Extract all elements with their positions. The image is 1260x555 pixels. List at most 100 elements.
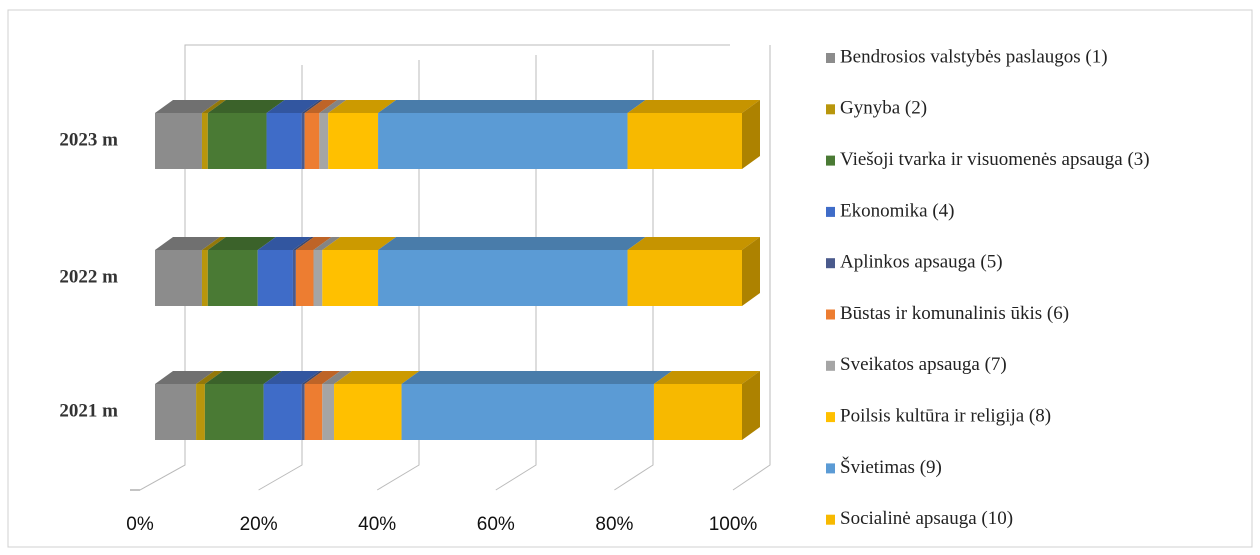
bar — [322, 384, 335, 440]
bar-side — [742, 100, 760, 169]
bar — [301, 113, 305, 169]
x-tick-label: 40% — [358, 514, 396, 535]
bar — [263, 384, 302, 440]
bar — [257, 250, 293, 306]
legend-label: Būstas ir komunalinis ūkis (6) — [840, 303, 1069, 324]
bar-top — [328, 100, 397, 113]
legend-label: Bendrosios valstybės paslaugos (1) — [840, 46, 1108, 67]
grid-line — [495, 55, 537, 491]
bar — [155, 113, 202, 169]
bar — [319, 113, 329, 169]
bar-top — [295, 237, 332, 250]
bar — [301, 384, 305, 440]
bar-top — [207, 237, 276, 250]
bar-top — [319, 100, 347, 113]
bar-top — [304, 371, 341, 384]
x-tick-label: 60% — [477, 514, 515, 535]
grid-line — [376, 60, 420, 491]
legend-label: Aplinkos apsauga (5) — [840, 252, 1003, 273]
bar — [196, 384, 205, 440]
bar-top — [196, 371, 223, 384]
bar-top — [155, 371, 215, 384]
legend-swatch — [826, 104, 835, 115]
bar-top — [313, 237, 341, 250]
legend-label: Viešoji tvarka ir visuomenės apsauga (3) — [840, 149, 1150, 170]
bar — [653, 384, 742, 440]
bar-top — [201, 237, 226, 250]
bar — [313, 250, 323, 306]
bar-top — [155, 237, 220, 250]
legend-swatch — [826, 258, 835, 269]
grid-line — [732, 45, 771, 491]
bar-top — [266, 100, 320, 113]
x-tick-label: 0% — [126, 514, 154, 535]
frame — [7, 9, 1253, 548]
x-tick-label: 20% — [240, 514, 278, 535]
bar — [207, 250, 258, 306]
grid-line — [139, 70, 186, 491]
bar-top — [304, 100, 338, 113]
bar — [292, 250, 296, 306]
bar-top — [653, 371, 760, 384]
bar-top — [301, 100, 323, 113]
bar — [328, 113, 379, 169]
legend-swatch — [826, 463, 835, 474]
bar-side — [742, 371, 760, 440]
bar — [378, 113, 628, 169]
wall-edge — [184, 44, 730, 70]
bar-top — [401, 371, 672, 384]
category-label: 2023 m — [59, 129, 118, 150]
legend-label: Švietimas (9) — [840, 456, 942, 478]
bar — [322, 250, 379, 306]
bar — [266, 113, 302, 169]
bar — [204, 384, 264, 440]
bar-top — [301, 371, 323, 384]
bar — [207, 113, 267, 169]
legend-swatch — [826, 412, 835, 423]
bar-top — [627, 237, 760, 250]
bar-top — [322, 237, 397, 250]
legend-label: Ekonomika (4) — [840, 200, 955, 221]
legend-label: Gynyba (2) — [840, 98, 927, 119]
bar — [401, 384, 654, 440]
legend-label: Poilsis kultūra ir religija (8) — [840, 405, 1051, 426]
bar — [627, 250, 742, 306]
x-tick-label: 100% — [709, 514, 758, 535]
bar-top — [155, 100, 220, 113]
bar-top — [322, 371, 353, 384]
bar — [627, 113, 742, 169]
x-tick-label: 80% — [595, 514, 633, 535]
bar-top — [201, 100, 226, 113]
bar — [201, 250, 208, 306]
bar — [155, 250, 202, 306]
grid-line — [258, 65, 303, 491]
legend-swatch — [826, 53, 835, 63]
legend-swatch — [826, 206, 835, 217]
category-label: 2022 m — [59, 266, 118, 287]
legend-swatch — [826, 155, 835, 166]
bar-top — [292, 237, 314, 250]
bar — [304, 113, 320, 169]
bar — [295, 250, 314, 306]
bar-top — [207, 100, 285, 113]
bar-top — [378, 237, 646, 250]
bar — [334, 384, 402, 440]
bar-top — [204, 371, 282, 384]
bar-top — [378, 100, 646, 113]
category-label: 2021 m — [59, 400, 118, 421]
bar-top — [627, 100, 760, 113]
bar — [378, 250, 628, 306]
legend-swatch — [826, 309, 835, 320]
legend-label: Socialinė apsauga (10) — [840, 508, 1013, 529]
bar — [155, 384, 197, 440]
grid-line — [614, 50, 654, 491]
bar-side — [742, 237, 760, 306]
legend-swatch — [826, 360, 835, 371]
bar-top — [263, 371, 320, 384]
bar — [201, 113, 208, 169]
bar-top — [257, 237, 311, 250]
bar — [304, 384, 323, 440]
legend-swatch — [826, 514, 835, 525]
bar-top — [334, 371, 420, 384]
